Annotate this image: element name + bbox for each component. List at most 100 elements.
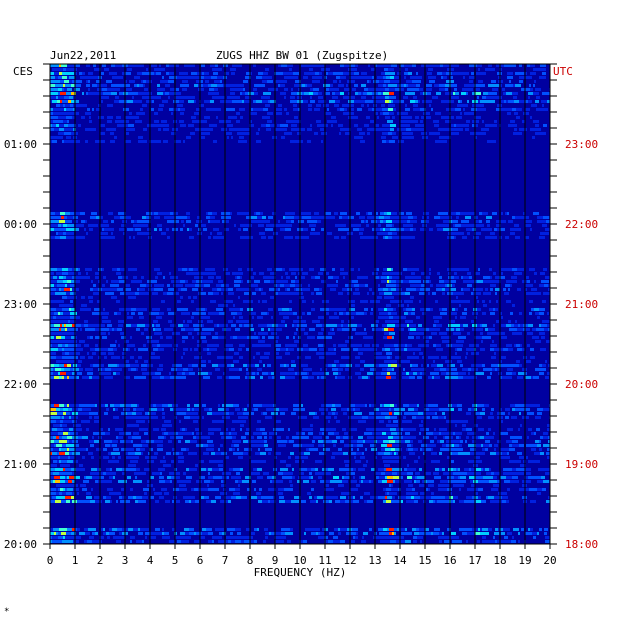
heat-cell: [375, 112, 378, 115]
heat-cell: [92, 376, 95, 379]
heat-cell: [133, 432, 136, 435]
heat-cell: [408, 120, 413, 123]
heat-cell: [230, 336, 233, 339]
heat-cell: [514, 272, 518, 275]
heat-cell: [385, 472, 387, 475]
heat-cell: [376, 212, 378, 215]
heat-cell: [71, 308, 73, 311]
heat-cell: [216, 308, 219, 311]
heat-cell: [265, 448, 270, 451]
heat-cell: [264, 352, 270, 355]
heat-cell: [390, 84, 395, 87]
heat-cell: [465, 356, 467, 359]
heat-cell: [485, 448, 488, 451]
heat-cell: [345, 468, 349, 471]
heat-cell: [371, 348, 377, 351]
heat-cell: [203, 376, 207, 379]
heat-cell: [390, 124, 396, 127]
heat-cell: [107, 116, 113, 119]
heat-cell: [413, 448, 418, 451]
heat-cell: [177, 292, 179, 295]
heat-cell: [284, 236, 289, 239]
heat-cell: [495, 332, 501, 335]
heat-cell: [58, 88, 62, 91]
heat-cell: [155, 312, 159, 315]
heat-cell: [416, 416, 418, 419]
heat-cell: [201, 120, 207, 123]
heat-cell: [225, 272, 230, 275]
heat-cell: [121, 412, 125, 415]
heat-cell: [243, 80, 248, 83]
heat-cell: [332, 216, 335, 219]
heat-cell: [60, 464, 62, 467]
heat-cell: [53, 268, 57, 271]
heat-cell: [70, 284, 75, 287]
heat-cell: [327, 68, 330, 71]
heat-cell: [350, 472, 355, 475]
heat-cell: [301, 404, 303, 407]
heat-cell: [350, 480, 355, 483]
heat-cell: [448, 324, 454, 327]
heat-cell: [346, 216, 348, 219]
heat-cell: [97, 468, 99, 471]
heat-cell: [201, 64, 205, 67]
heat-cell: [410, 228, 413, 231]
heat-cell: [149, 96, 154, 99]
heat-cell: [80, 448, 82, 451]
heat-cell: [311, 468, 315, 471]
heat-cell: [212, 108, 218, 111]
heat-cell: [446, 224, 449, 227]
heat-cell: [59, 124, 64, 127]
heat-cell: [50, 76, 53, 79]
heat-cell: [527, 344, 530, 347]
heat-cell: [294, 76, 298, 79]
heat-cell: [299, 472, 304, 475]
heat-cell: [519, 408, 525, 411]
heat-cell: [136, 280, 142, 283]
heat-cell: [371, 416, 376, 419]
heat-cell: [421, 344, 426, 347]
heat-cell: [422, 216, 424, 219]
heat-cell: [86, 428, 89, 431]
heat-cell: [56, 420, 60, 423]
heat-cell: [71, 360, 75, 363]
heat-cell: [328, 72, 333, 75]
heat-cell: [157, 88, 163, 91]
heat-cell: [170, 436, 176, 439]
heat-cell: [119, 432, 125, 435]
heat-cell: [177, 76, 183, 79]
heat-cell: [56, 308, 62, 311]
heat-cell: [88, 420, 90, 423]
heat-cell: [531, 292, 536, 295]
heat-cell: [392, 424, 398, 427]
heat-cell: [452, 476, 454, 479]
heat-cell: [392, 324, 395, 327]
heat-cell: [50, 84, 55, 87]
heat-cell: [50, 476, 54, 479]
heat-cell: [122, 468, 125, 471]
heat-cell: [536, 328, 541, 331]
heat-cell: [90, 76, 92, 79]
heat-cell: [506, 100, 508, 103]
heat-cell: [232, 84, 236, 87]
heat-cell: [326, 272, 329, 275]
heat-cell: [536, 128, 541, 131]
heat-cell: [352, 116, 358, 119]
heat-cell: [218, 404, 220, 407]
heat-cell: [535, 312, 539, 315]
heat-cell: [147, 460, 150, 463]
heat-cell: [434, 216, 440, 219]
heat-cell: [284, 408, 288, 411]
heat-cell: [379, 292, 384, 295]
heat-cell: [243, 212, 249, 215]
heat-cell: [530, 88, 533, 91]
heat-cell: [63, 120, 65, 123]
heat-cell: [366, 308, 368, 311]
heat-cell: [358, 92, 361, 95]
heat-cell: [385, 236, 388, 239]
heat-cell: [341, 324, 343, 327]
heat-cell: [165, 84, 170, 87]
heat-cell: [442, 444, 446, 447]
heat-cell: [179, 120, 181, 123]
heat-cell: [408, 448, 413, 451]
